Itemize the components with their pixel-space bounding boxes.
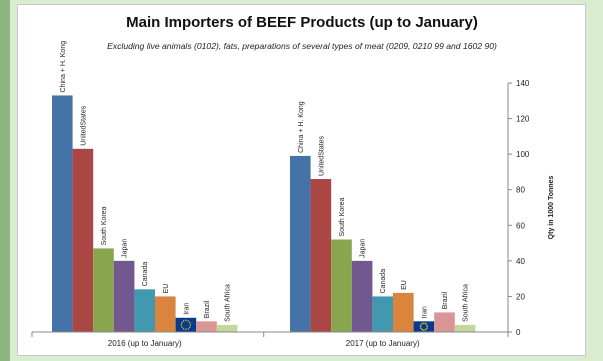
bar-label: South Korea [339, 197, 346, 236]
bar-label: China + H. Kong [60, 41, 67, 93]
bar-south-korea-2 [331, 239, 352, 332]
bar-iran-2 [413, 321, 435, 332]
eu-flag-star [426, 324, 428, 326]
bar-south-korea-1 [93, 248, 114, 332]
y-tick-label: 20 [516, 292, 525, 301]
y-tick-label: 40 [516, 257, 525, 266]
bar-label: Iran [183, 303, 190, 315]
bar-south-africa-1 [216, 324, 238, 332]
bar-label: UnitedStates [318, 135, 325, 176]
eu-flag-star [189, 324, 192, 326]
chart-subtitle: Excluding live animals (0102), fats, pre… [107, 41, 497, 51]
eu-flag-star [187, 320, 189, 322]
category-axis: 2016 (up to January) 2017 (up to January) [31, 331, 509, 348]
bar-brazil-1 [196, 321, 217, 332]
bar-label: EU [401, 280, 408, 290]
bar-label: Japan [122, 239, 129, 258]
left-border-strip [0, 0, 10, 361]
y-tick-label: 140 [516, 79, 530, 88]
y-tick-label: 80 [516, 186, 525, 195]
category-label: 2017 (up to January) [346, 339, 420, 348]
category-label: 2016 (up to January) [108, 339, 182, 348]
bar-japan-2 [351, 260, 373, 332]
y-axis-label: Qty in 1000 Tonnes [548, 176, 555, 240]
bar-label: EU [163, 284, 170, 294]
eu-flag-star [419, 325, 422, 328]
eu-flag-star [182, 320, 185, 322]
bar-label: China + H. Kong [298, 101, 305, 153]
beef-importers-chart: Main Importers of BEEF Products (up to J… [31, 14, 555, 348]
bar-label: Canada [142, 262, 149, 287]
eu-flag-star [424, 323, 427, 325]
bars-group: China + H. Kong UnitedStates South Korea Ja… [52, 41, 476, 332]
eu-flag-star [426, 327, 428, 330]
eu-flag-star [185, 319, 187, 322]
chart-title: Main Importers of BEEF Products (up to J… [126, 14, 478, 31]
eu-flag-star [420, 324, 422, 326]
bar-label: South Africa [463, 284, 470, 322]
eu-flag-star [187, 328, 189, 330]
bar-china-h-kong-2 [290, 155, 311, 332]
eu-flag-star [423, 322, 425, 324]
eu-flag-star [180, 324, 183, 326]
eu-flag-star [189, 321, 191, 324]
bar-label: Brazil [442, 291, 449, 309]
bar-label: UnitedStates [80, 105, 87, 146]
bar-canada-2 [372, 296, 393, 332]
bar-label: Brazil [204, 300, 211, 318]
eu-flag-star [420, 327, 422, 330]
bar-japan-1 [113, 260, 135, 332]
eu-flag-star [181, 326, 183, 328]
bar-eu-2 [393, 292, 414, 332]
y-axis: 0 20 40 60 80 100 120 140 [507, 79, 530, 337]
y-tick-label: 100 [516, 150, 530, 159]
bar-unitedstates-2 [310, 179, 332, 332]
eu-flag-star [185, 328, 187, 331]
bar-brazil-2 [434, 312, 455, 332]
bar-canada-1 [134, 289, 155, 332]
bar-label: South Korea [101, 206, 108, 245]
y-tick-label: 0 [516, 328, 521, 337]
eu-flag-star [181, 321, 183, 324]
bar-eu-1 [155, 296, 176, 332]
bar-label: Iran [421, 306, 428, 318]
bar-china-h-kong-1 [52, 95, 73, 332]
eu-flag-star [426, 325, 429, 328]
eu-flag-star [423, 329, 425, 331]
bar-iran-1 [175, 317, 197, 332]
y-tick-label: 60 [516, 221, 525, 230]
eu-flag-star [424, 328, 427, 331]
bar-south-africa-2 [454, 324, 476, 332]
y-tick-label: 120 [516, 115, 530, 124]
bar-label: Japan [360, 239, 367, 258]
eu-flag-star [421, 328, 423, 331]
bar-unitedstates-1 [72, 148, 94, 332]
eu-flag-star [189, 326, 191, 328]
eu-flag-star [182, 328, 185, 330]
bar-label: South Africa [225, 284, 232, 322]
chart-frame: Main Importers of BEEF Products (up to J… [17, 4, 586, 356]
bar-label: Canada [380, 269, 387, 294]
eu-flag-star [421, 323, 423, 325]
